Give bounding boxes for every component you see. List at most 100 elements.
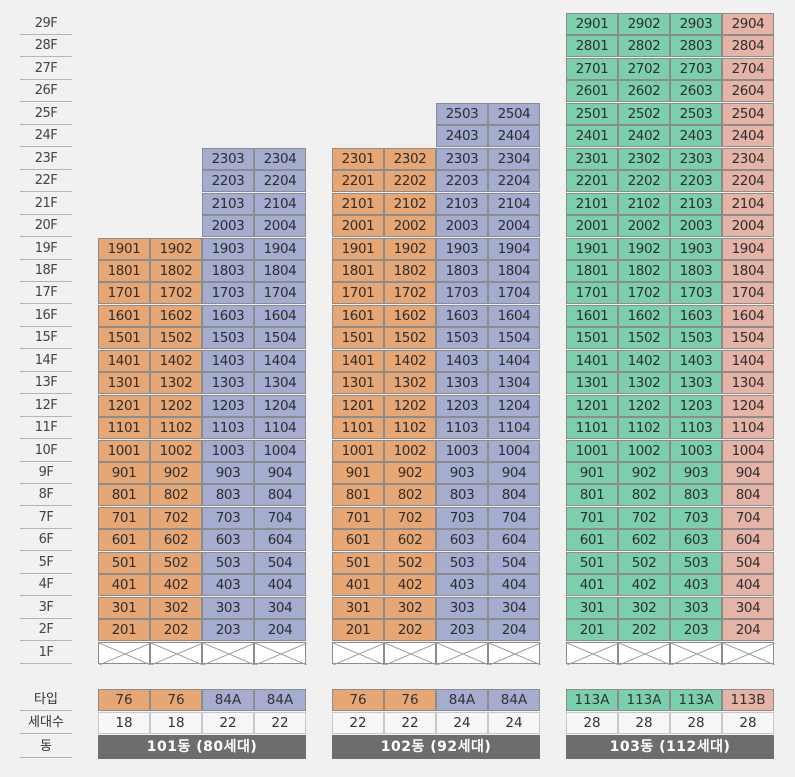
unit-cell: 1404 [488,349,540,372]
row-label-building: 동 [20,736,72,758]
unit-cell: 502 [384,551,436,574]
pilotis-cell [254,641,307,665]
unit-cell: 401 [566,574,618,597]
unit-cell: 2104 [254,192,306,215]
floor-label: 26F [20,80,72,103]
unit-cell: 1703 [202,282,254,305]
unit-cell: 702 [150,506,202,529]
unit-cell: 2403 [670,125,722,148]
unit-cell: 501 [332,551,384,574]
unit-cell: 901 [566,462,618,484]
unit-cell: 604 [254,529,306,552]
floor-label: 16F [20,305,72,327]
unit-cell: 1903 [436,237,488,260]
household-count-cell: 28 [670,712,722,734]
row-label-households: 세대수 [20,712,72,734]
unit-cell: 1203 [202,394,254,417]
cross-mark-icon [255,642,307,665]
type-cell: 76 [98,689,150,711]
household-count-cell: 18 [150,712,202,734]
type-cell: 113B [722,689,774,711]
unit-cell: 2402 [618,125,670,148]
unit-cell: 504 [488,551,540,574]
household-count-cell: 18 [98,712,150,734]
unit-cell: 1803 [202,259,254,282]
unit-cell: 1201 [332,394,384,417]
unit-cell: 1704 [488,282,540,305]
unit-cell: 2403 [436,125,488,148]
floor-label: 4F [20,574,72,597]
unit-cell: 801 [98,484,150,507]
unit-cell: 1002 [618,439,670,462]
floor-label: 19F [20,238,72,260]
unit-cell: 1702 [618,282,670,305]
unit-cell: 2201 [332,170,384,193]
unit-cell: 903 [670,462,722,484]
unit-cell: 1704 [722,282,774,305]
household-count-cell: 28 [722,712,774,734]
unit-cell: 2504 [722,102,774,125]
unit-cell: 2101 [332,192,384,215]
unit-cell: 1803 [670,259,722,282]
pilotis-cell [384,641,437,665]
unit-cell: 304 [722,596,774,619]
unit-cell: 2902 [618,13,670,35]
floor-label: 5F [20,552,72,574]
unit-cell: 1901 [98,237,150,260]
household-count-cell: 28 [566,712,618,734]
unit-cell: 401 [98,574,150,597]
unit-cell: 502 [618,551,670,574]
unit-cell: 1302 [150,372,202,395]
household-count-cell: 22 [202,712,254,734]
type-cell: 76 [332,689,384,711]
unit-cell: 1404 [254,349,306,372]
unit-cell: 204 [722,619,774,642]
unit-cell: 1603 [202,304,254,327]
unit-cell: 803 [202,484,254,507]
unit-cell: 1001 [566,439,618,462]
unit-cell: 1604 [488,304,540,327]
unit-cell: 802 [618,484,670,507]
unit-cell: 1502 [384,327,436,350]
unit-cell: 2303 [670,147,722,170]
unit-cell: 1103 [670,417,722,440]
unit-cell: 2603 [670,80,722,103]
unit-cell: 1501 [332,327,384,350]
unit-cell: 1802 [150,259,202,282]
unit-cell: 804 [488,484,540,507]
unit-cell: 1603 [436,304,488,327]
unit-cell: 504 [254,551,306,574]
unit-cell: 2002 [618,215,670,238]
unit-cell: 1403 [202,349,254,372]
unit-cell: 404 [254,574,306,597]
unit-cell: 302 [384,596,436,619]
unit-cell: 403 [436,574,488,597]
unit-cell: 2301 [566,147,618,170]
unit-cell: 2404 [488,125,540,148]
unit-cell: 2401 [566,125,618,148]
unit-cell: 1001 [98,439,150,462]
unit-cell: 2101 [566,192,618,215]
unit-cell: 2104 [488,192,540,215]
unit-cell: 1403 [670,349,722,372]
pilotis-cell [670,641,723,665]
unit-cell: 404 [722,574,774,597]
cross-mark-icon [671,642,723,665]
type-cell: 113A [670,689,722,711]
floor-label: 6F [20,529,72,552]
unit-cell: 1601 [566,304,618,327]
unit-cell: 1001 [332,439,384,462]
unit-cell: 904 [254,462,306,484]
unit-cell: 903 [436,462,488,484]
unit-cell: 303 [202,596,254,619]
unit-cell: 2204 [254,170,306,193]
unit-cell: 704 [722,506,774,529]
unit-cell: 202 [384,619,436,642]
unit-cell: 2303 [202,147,254,170]
unit-cell: 201 [332,619,384,642]
unit-cell: 604 [722,529,774,552]
unit-cell: 1204 [488,394,540,417]
unit-cell: 1603 [670,304,722,327]
unit-cell: 701 [98,506,150,529]
unit-cell: 1602 [384,304,436,327]
